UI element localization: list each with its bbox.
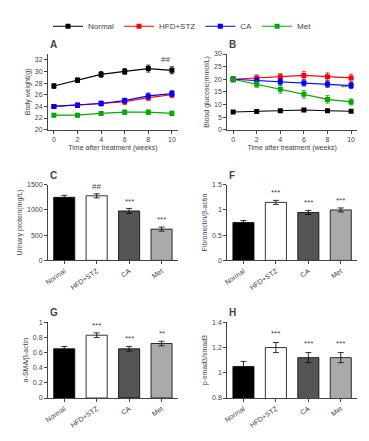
svg-text:28: 28 [35, 80, 43, 87]
svg-text:Body weight(g): Body weight(g) [24, 68, 32, 115]
svg-text:F: F [229, 170, 235, 181]
svg-text:A: A [50, 39, 57, 50]
svg-text:***: *** [271, 188, 280, 197]
svg-text:8: 8 [146, 136, 150, 143]
svg-text:10: 10 [214, 101, 222, 108]
svg-text:p-smad3/smad3: p-smad3/smad3 [201, 335, 209, 385]
svg-text:1: 1 [218, 206, 222, 213]
svg-text:HFD+STZ: HFD+STZ [69, 267, 100, 291]
svg-text:***: *** [336, 196, 345, 205]
svg-text:Time after treatment (weeks): Time after treatment (weeks) [68, 144, 157, 152]
svg-text:0.4: 0.4 [33, 364, 43, 371]
svg-text:0.2: 0.2 [33, 379, 43, 386]
svg-text:4: 4 [278, 136, 282, 143]
svg-text:30: 30 [214, 50, 222, 57]
svg-text:0.8: 0.8 [212, 394, 222, 401]
svg-text:C: C [50, 170, 57, 181]
svg-text:HFD+STZ: HFD+STZ [159, 22, 195, 31]
svg-text:***: *** [271, 329, 280, 338]
svg-text:Normal: Normal [44, 405, 67, 424]
svg-text:Normal: Normal [44, 267, 67, 286]
svg-text:Blood glucose(mmol/L): Blood glucose(mmol/L) [203, 56, 211, 128]
svg-text:α-SMA/β-actin: α-SMA/β-actin [22, 338, 30, 383]
svg-text:0: 0 [231, 136, 235, 143]
svg-text:***: *** [157, 215, 166, 224]
svg-text:1500: 1500 [27, 181, 43, 188]
svg-text:***: *** [125, 334, 134, 343]
svg-text:6: 6 [123, 136, 127, 143]
svg-text:Met: Met [297, 22, 311, 31]
svg-text:1000: 1000 [27, 206, 43, 213]
svg-text:Normal: Normal [224, 405, 247, 424]
svg-text:20: 20 [214, 76, 222, 83]
svg-text:Met: Met [151, 405, 165, 417]
svg-text:1.5: 1.5 [212, 181, 222, 188]
svg-text:CA: CA [120, 267, 132, 279]
svg-text:0: 0 [52, 136, 56, 143]
svg-text:CA: CA [240, 22, 252, 31]
svg-text:***: *** [125, 197, 134, 206]
svg-text:20: 20 [35, 126, 43, 133]
svg-text:Time after treatment (weeks): Time after treatment (weeks) [248, 144, 337, 152]
svg-text:0.6: 0.6 [33, 349, 43, 356]
svg-text:500: 500 [31, 232, 43, 239]
svg-text:30: 30 [35, 68, 43, 75]
svg-text:Met: Met [330, 267, 344, 279]
svg-text:0: 0 [218, 257, 222, 264]
svg-text:Urinary protein(mg/L): Urinary protein(mg/L) [16, 189, 24, 255]
svg-text:26: 26 [35, 91, 43, 98]
svg-text:H: H [229, 307, 236, 318]
svg-text:Met: Met [330, 405, 344, 417]
svg-text:5: 5 [218, 114, 222, 121]
svg-text:4: 4 [99, 136, 103, 143]
svg-text:***: *** [92, 321, 101, 330]
svg-text:0.5: 0.5 [212, 232, 222, 239]
svg-text:15: 15 [214, 88, 222, 95]
svg-text:2: 2 [76, 136, 80, 143]
svg-text:8: 8 [326, 136, 330, 143]
svg-text:CA: CA [299, 267, 311, 279]
svg-text:0: 0 [39, 257, 43, 264]
svg-text:22: 22 [35, 114, 43, 121]
svg-text:HFD+STZ: HFD+STZ [69, 404, 100, 428]
svg-text:**: ** [159, 329, 165, 338]
svg-text:1.2: 1.2 [212, 344, 222, 351]
svg-text:##: ## [92, 182, 101, 191]
svg-text:B: B [229, 39, 236, 50]
svg-text:25: 25 [214, 63, 222, 70]
svg-text:1: 1 [218, 369, 222, 376]
svg-text:CA: CA [120, 405, 132, 417]
svg-text:10: 10 [168, 136, 176, 143]
svg-text:***: *** [304, 198, 313, 207]
svg-text:***: *** [336, 339, 345, 348]
svg-text:HFD+STZ: HFD+STZ [248, 404, 279, 428]
svg-text:0: 0 [39, 394, 43, 401]
svg-text:10: 10 [347, 136, 355, 143]
svg-text:Fibronectin/β-actin: Fibronectin/β-actin [201, 194, 209, 252]
svg-text:Met: Met [151, 267, 165, 279]
svg-text:HFD+STZ: HFD+STZ [248, 267, 279, 291]
svg-text:0.8: 0.8 [33, 334, 43, 341]
svg-text:6: 6 [302, 136, 306, 143]
svg-text:***: *** [304, 339, 313, 348]
svg-text:##: ## [161, 55, 170, 64]
svg-text:G: G [50, 307, 58, 318]
svg-text:1: 1 [39, 319, 43, 326]
svg-text:2: 2 [255, 136, 259, 143]
svg-text:Normal: Normal [88, 22, 114, 31]
svg-text:CA: CA [299, 405, 311, 417]
svg-text:Normal: Normal [224, 267, 247, 286]
svg-text:***: *** [341, 83, 350, 92]
svg-text:32: 32 [35, 56, 43, 63]
svg-text:24: 24 [35, 103, 43, 110]
svg-text:1.4: 1.4 [212, 319, 222, 326]
svg-text:0: 0 [218, 126, 222, 133]
